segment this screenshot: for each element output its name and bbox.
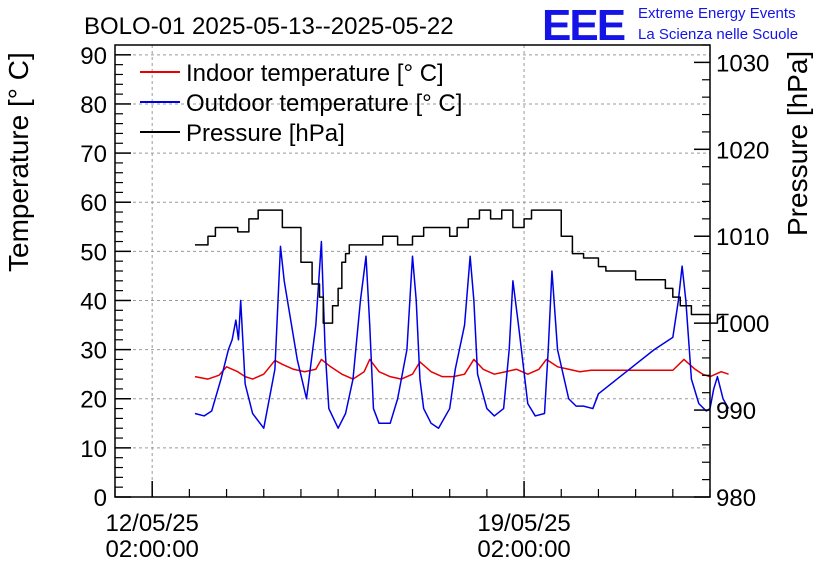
y-tick-label-5: 50 bbox=[80, 239, 107, 266]
x-tick-label-date-1: 19/05/25 bbox=[477, 510, 570, 537]
axis-layer bbox=[114, 44, 711, 498]
y2-tick-label-3: 1010 bbox=[716, 224, 769, 251]
x-tick-label-time-0: 02:00:00 bbox=[105, 536, 198, 563]
legend-entry-indoor: Indoor temperature [° C] bbox=[186, 60, 444, 87]
legend-entry-pressure: Pressure [hPa] bbox=[186, 120, 345, 147]
eee-logo-mark: EEE bbox=[542, 1, 625, 50]
y-tick-label-1: 10 bbox=[80, 436, 107, 463]
series-layer bbox=[194, 209, 730, 429]
eee-logo: EEE Extreme Energy Events La Scienza nel… bbox=[542, 1, 798, 50]
y-tick-label-3: 30 bbox=[80, 338, 107, 365]
y2-tick-label-1: 990 bbox=[716, 398, 756, 425]
y-axis-label: Temperature [° C] bbox=[3, 52, 34, 272]
y2-tick-label-4: 1020 bbox=[716, 137, 769, 164]
series-line-1 bbox=[194, 240, 730, 429]
y-tick-label-9: 90 bbox=[80, 43, 107, 70]
series-line-0 bbox=[194, 358, 729, 380]
y-tick-label-8: 80 bbox=[80, 92, 107, 119]
eee-logo-line1: Extreme Energy Events bbox=[638, 5, 796, 22]
y-tick-label-4: 40 bbox=[80, 288, 107, 315]
y2-tick-label-0: 980 bbox=[716, 485, 756, 512]
y-tick-label-0: 0 bbox=[94, 485, 107, 512]
legend-entry-outdoor: Outdoor temperature [° C] bbox=[186, 90, 462, 117]
x-tick-label-date-0: 12/05/25 bbox=[105, 510, 198, 537]
x-tick-label-time-1: 02:00:00 bbox=[477, 536, 570, 563]
y2-tick-label-2: 1000 bbox=[716, 311, 769, 338]
y2-axis-label: Pressure [hPa] bbox=[782, 51, 813, 236]
tick-label-layer: 0102030405060708090980990100010101020103… bbox=[80, 43, 769, 563]
legend: Indoor temperature [° C] Outdoor tempera… bbox=[140, 60, 462, 147]
y-tick-label-6: 60 bbox=[80, 190, 107, 217]
y-tick-label-7: 70 bbox=[80, 141, 107, 168]
y-tick-label-2: 20 bbox=[80, 387, 107, 414]
eee-logo-line2: La Scienza nelle Scuole bbox=[638, 26, 798, 43]
series-line-2 bbox=[194, 209, 729, 324]
chart-title: BOLO-01 2025-05-13--2025-05-22 bbox=[84, 13, 454, 40]
y2-tick-label-5: 1030 bbox=[716, 50, 769, 77]
